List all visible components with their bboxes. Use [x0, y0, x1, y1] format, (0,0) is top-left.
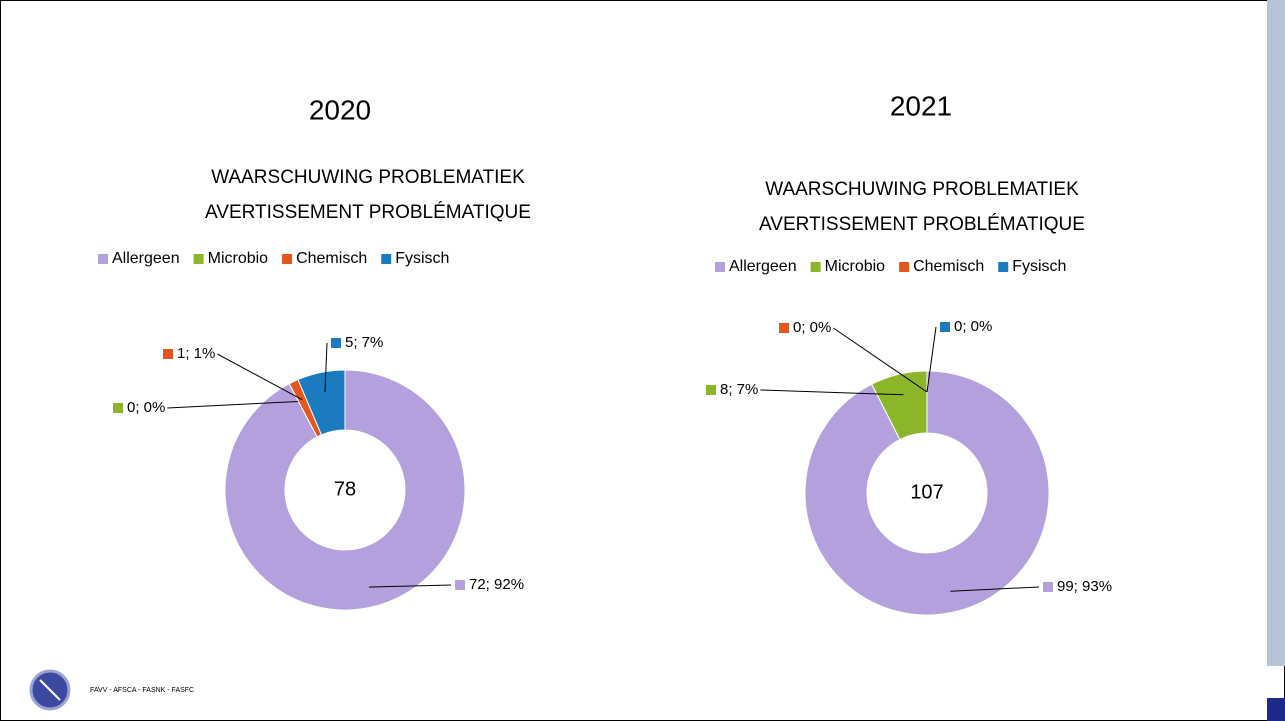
legend-label: Allergeen — [112, 250, 180, 267]
leader-line — [950, 586, 1040, 592]
donut-total: 107 — [910, 481, 943, 503]
data-label-swatch — [940, 322, 950, 332]
leader-line — [760, 389, 904, 396]
data-label-swatch — [706, 385, 716, 395]
data-label-swatch — [163, 349, 173, 359]
data-label-swatch — [779, 323, 789, 333]
legend-swatch — [282, 254, 293, 264]
chart-heading: 2020 — [309, 94, 371, 125]
data-label: 72; 92% — [469, 576, 524, 593]
side-stripe — [1267, 0, 1285, 666]
legend-label: Microbio — [208, 250, 269, 267]
data-label: 5; 7% — [345, 334, 383, 351]
logo-mark — [39, 679, 61, 701]
chart-title: AVERTISSEMENT PROBLÉMATIQUE — [205, 202, 531, 223]
leader-line — [926, 326, 937, 393]
legend-label: Allergeen — [729, 258, 797, 275]
side-block — [1267, 698, 1285, 721]
data-label: 1; 1% — [177, 345, 215, 362]
chart-heading: 2021 — [890, 90, 952, 121]
leader-line — [368, 584, 452, 588]
legend-label: Fysisch — [395, 250, 449, 267]
data-label: 0; 0% — [954, 318, 992, 335]
data-label: 8; 7% — [720, 381, 758, 398]
donut-slice — [224, 369, 466, 611]
data-label: 0; 0% — [793, 319, 831, 336]
donut-total: 78 — [334, 478, 356, 500]
data-label: 0; 0% — [127, 399, 165, 416]
legend-swatch — [98, 254, 108, 264]
data-label-swatch — [1043, 582, 1053, 592]
legend-label: Microbio — [825, 258, 886, 275]
legend-swatch — [381, 254, 392, 264]
chart-title: WAARSCHUWING PROBLEMATIEK — [211, 167, 525, 188]
leader-line — [167, 400, 299, 409]
data-label-swatch — [331, 338, 341, 348]
legend-swatch — [715, 262, 725, 272]
data-label: 99; 93% — [1057, 578, 1112, 595]
chart-title: AVERTISSEMENT PROBLÉMATIQUE — [759, 214, 1085, 235]
legend-label: Chemisch — [296, 250, 367, 267]
legend-label: Fysisch — [1012, 258, 1066, 275]
leader-line — [217, 353, 303, 401]
leader-line — [833, 327, 928, 393]
leader-line — [324, 342, 328, 393]
donut-slice — [297, 369, 346, 436]
legend-swatch — [193, 254, 204, 264]
legend-swatch — [810, 262, 821, 272]
legend-swatch — [899, 262, 910, 272]
footer-text: FAVV - AFSCA - FASNK - FASFC — [90, 687, 194, 694]
chart-title: WAARSCHUWING PROBLEMATIEK — [765, 179, 1079, 200]
donut-slice — [804, 370, 1050, 616]
data-label-swatch — [113, 403, 123, 413]
legend-label: Chemisch — [913, 258, 984, 275]
legend-swatch — [998, 262, 1009, 272]
data-label-swatch — [455, 580, 465, 590]
